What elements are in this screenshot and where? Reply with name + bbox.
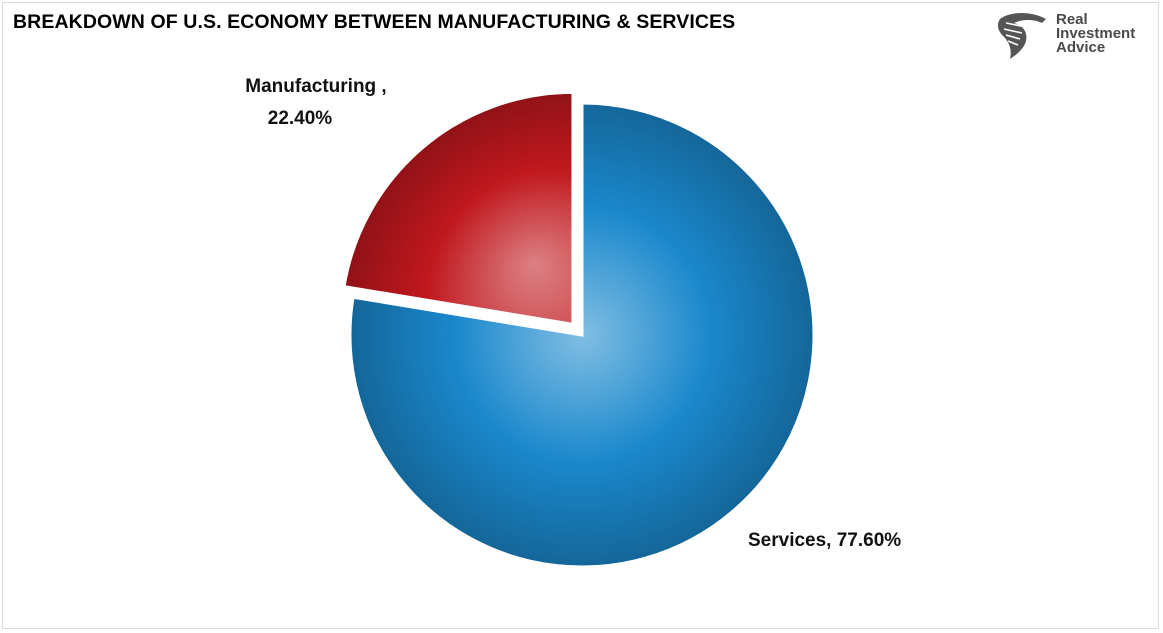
eagle-head-icon — [997, 13, 1046, 59]
pie-slice-manufacturing — [342, 90, 575, 327]
pie-labels: Services, 77.60% Manufacturing , 22.40% — [245, 76, 901, 551]
logo: Real Investment Advice — [996, 9, 1161, 61]
chart-title: BREAKDOWN OF U.S. ECONOMY BETWEEN MANUFA… — [13, 11, 736, 33]
logo-line2: Investment — [1056, 25, 1136, 42]
pie-slices — [342, 90, 816, 569]
logo-line3: Advice — [1056, 39, 1106, 56]
logo-line1: Real — [1056, 11, 1088, 28]
pie-slice-services — [348, 101, 816, 569]
label-services: Services, 77.60% — [748, 530, 901, 551]
label-manufacturing: Manufacturing , 22.40% — [245, 76, 386, 129]
